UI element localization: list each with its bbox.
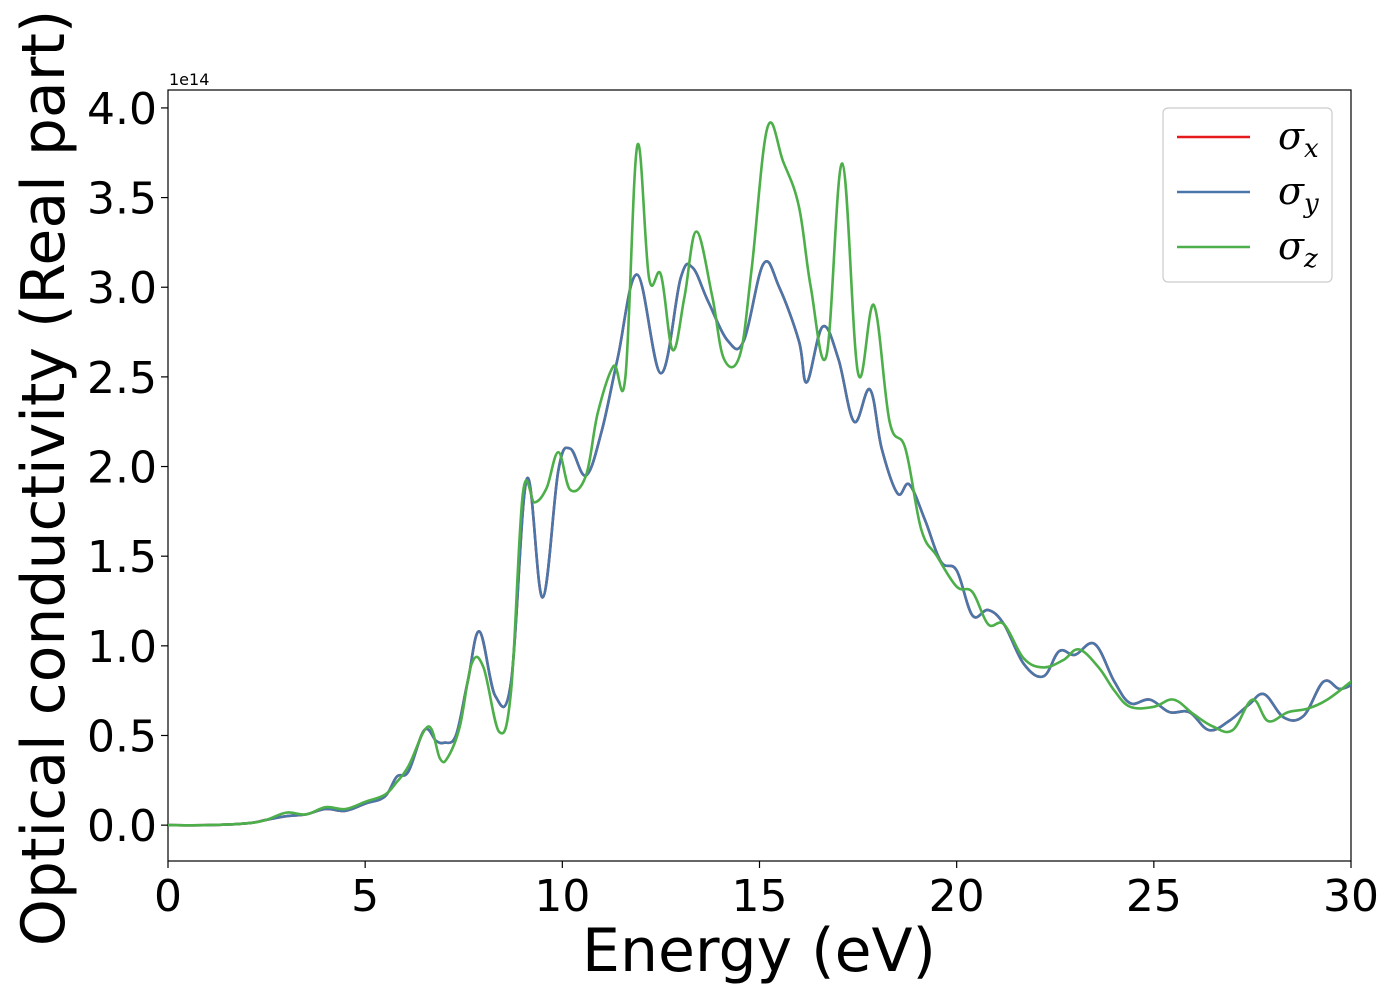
x-tick-label: 25 xyxy=(1126,871,1182,922)
x-tick-label: 5 xyxy=(351,871,379,922)
series-line-y xyxy=(168,260,1351,827)
y-axis-ticks: 0.0 0.5 1.0 1.5 2.0 2.5 3.0 3.5 4.0 xyxy=(87,84,168,852)
x-tick-label: 15 xyxy=(732,871,788,922)
y-tick-label: 3.0 xyxy=(87,263,157,314)
y-tick-label: 2.5 xyxy=(87,353,157,404)
y-tick-label: 3.5 xyxy=(87,174,157,225)
legend-label-y: σy xyxy=(1278,169,1319,219)
y-axis-offset-label: 1e14 xyxy=(169,70,209,89)
x-axis-label: Energy (eV) xyxy=(582,916,936,986)
x-axis-ticks: 0 5 10 15 20 25 30 xyxy=(154,861,1379,922)
y-tick-label: 0.5 xyxy=(87,711,157,762)
y-tick-label: 4.0 xyxy=(87,84,157,135)
x-tick-label: 0 xyxy=(154,871,182,922)
y-axis-label: Optical conductivity (Real part) xyxy=(9,10,79,947)
series-line-x xyxy=(168,260,1351,827)
x-tick-label: 20 xyxy=(929,871,985,922)
series-line-z xyxy=(168,121,1351,827)
y-tick-label: 1.5 xyxy=(87,532,157,583)
series-layer xyxy=(168,121,1351,827)
legend-label-z: σz xyxy=(1278,224,1318,274)
y-tick-label: 2.0 xyxy=(87,443,157,494)
y-tick-label: 1.0 xyxy=(87,622,157,673)
x-tick-label: 10 xyxy=(534,871,590,922)
y-tick-label: 0.0 xyxy=(87,801,157,852)
legend-box xyxy=(1162,107,1333,283)
x-tick-label: 30 xyxy=(1323,871,1379,922)
legend-label-x: σx xyxy=(1278,114,1319,164)
